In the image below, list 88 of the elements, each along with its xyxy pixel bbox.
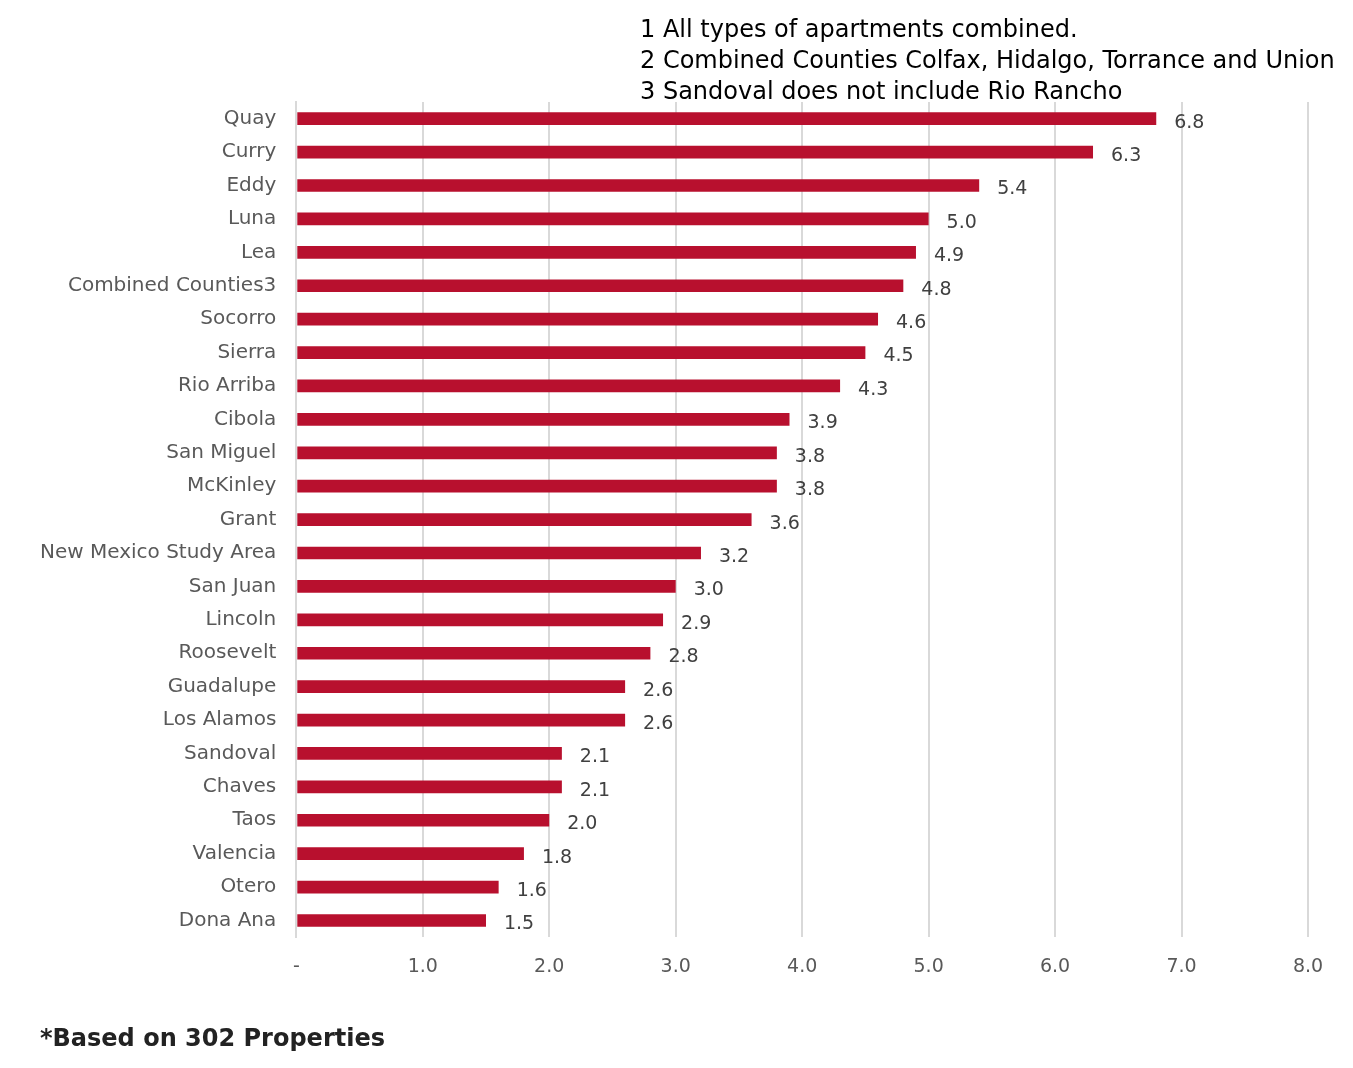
bar	[297, 713, 626, 727]
x-tick-label: -	[292, 953, 300, 976]
y-tick-label: Sandoval	[184, 739, 277, 764]
y-tick-label: Lincoln	[205, 606, 277, 631]
x-tick-label: 1.0	[407, 953, 438, 976]
y-tick-label: Sierra	[217, 338, 277, 363]
y-tick-label: Lea	[240, 238, 277, 263]
data-label: 2.1	[579, 744, 611, 767]
y-tick-label: Chaves	[202, 773, 277, 798]
bar	[297, 613, 664, 627]
data-label: 6.8	[1174, 109, 1205, 132]
bar	[297, 780, 562, 794]
bar	[297, 546, 701, 560]
y-tick-label: Luna	[227, 205, 277, 230]
data-label: 3.2	[718, 543, 750, 566]
data-label: 2.9	[681, 610, 712, 633]
data-label: 3.6	[769, 510, 800, 533]
y-tick-label: Dona Ana	[178, 906, 277, 931]
data-label: 2.1	[579, 777, 611, 800]
y-tick-label: San Miguel	[166, 438, 277, 463]
x-tick-label: 4.0	[787, 953, 818, 976]
y-tick-label: Curry	[221, 138, 277, 163]
y-tick-label: Taos	[231, 806, 277, 831]
x-tick-label: 8.0	[1292, 953, 1324, 976]
y-tick-label: New Mexico Study Area	[39, 539, 277, 564]
text: *Based on 302 Properties	[40, 1024, 385, 1052]
y-tick-label: Grant	[219, 505, 277, 530]
bar	[297, 580, 676, 593]
bar	[297, 112, 1157, 126]
data-label: 2.6	[643, 710, 674, 733]
bar	[297, 413, 790, 426]
y-tick-label: Cibola	[214, 405, 277, 430]
y-tick-label: Valencia	[192, 839, 277, 864]
y-tick-label: Quay	[223, 104, 277, 129]
y-tick-label: San Juan	[188, 572, 277, 597]
data-label: 6.3	[1111, 143, 1142, 166]
bar	[297, 279, 904, 293]
x-tick-label: 7.0	[1166, 953, 1197, 976]
annotation: 3 Sandoval does not include Rio Rancho	[640, 76, 1124, 107]
x-tick-label: 3.0	[660, 953, 691, 976]
data-label: 4.5	[883, 343, 914, 366]
data-label: 3.8	[794, 443, 826, 466]
bar	[297, 747, 562, 760]
bar	[297, 813, 550, 827]
bar	[297, 346, 866, 359]
bar	[297, 680, 626, 693]
data-label: 2.0	[567, 811, 598, 834]
data-label: 5.0	[946, 209, 977, 232]
x-tick-label: 2.0	[534, 953, 565, 976]
y-tick-label: Socorro	[200, 305, 277, 330]
data-label: 2.8	[668, 644, 699, 667]
bar	[297, 646, 651, 660]
y-tick-label: McKinley	[187, 472, 277, 497]
bar	[297, 379, 841, 393]
data-label: 4.3	[858, 376, 889, 399]
bar	[297, 312, 879, 326]
data-label: 4.6	[896, 310, 927, 333]
data-label: 4.9	[933, 243, 965, 266]
data-label: 1.5	[503, 911, 535, 934]
data-label: 3.8	[794, 477, 826, 500]
data-label: 4.8	[921, 276, 952, 299]
x-tick-label: 6.0	[1039, 953, 1071, 976]
data-label: 1.6	[516, 878, 547, 901]
bar	[297, 914, 486, 927]
data-label: 2.6	[643, 677, 674, 700]
y-tick-label: Otero	[220, 873, 277, 898]
bar	[297, 145, 1094, 159]
data-label: 5.4	[997, 176, 1028, 199]
text: 2 Combined Counties Colfax, Hidalgo, Torrance and Union	[640, 45, 1335, 76]
bar	[297, 179, 980, 192]
y-tick-label: Eddy	[226, 171, 277, 196]
y-tick-label: Guadalupe	[167, 672, 277, 697]
x-tick-label: 5.0	[913, 953, 944, 976]
y-tick-label: Rio Arriba	[177, 372, 277, 397]
bar	[297, 212, 929, 226]
y-tick-label: Los Alamos	[162, 706, 277, 731]
data-label: 1.8	[541, 844, 573, 867]
bar	[297, 847, 524, 861]
y-tick-label: Roosevelt	[178, 639, 277, 664]
bar	[297, 479, 777, 493]
data-label: 3.9	[807, 410, 838, 433]
bar	[297, 245, 916, 259]
bar	[297, 880, 499, 894]
data-label: 3.0	[693, 577, 724, 600]
y-tick-label: Combined Counties3	[67, 271, 277, 296]
bar	[297, 513, 752, 526]
text: 1 All types of apartments combined.	[640, 14, 1079, 45]
bar	[297, 446, 777, 460]
